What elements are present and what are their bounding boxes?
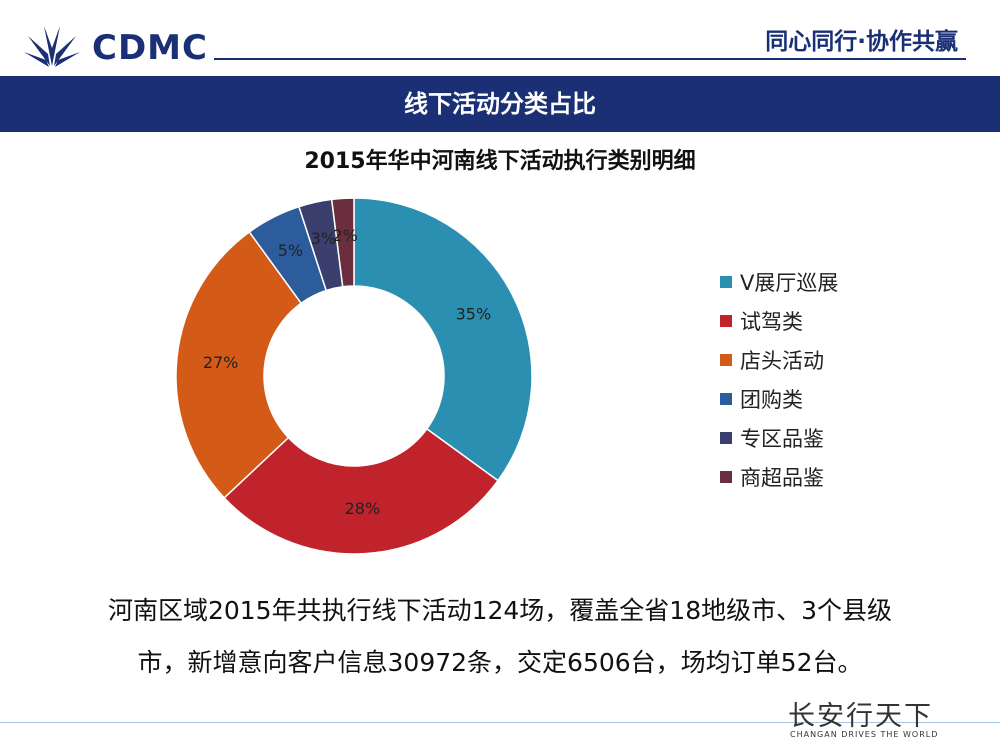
legend-label: 商超品鉴 <box>740 465 824 490</box>
section-banner: 线下活动分类占比 <box>0 76 1000 132</box>
lotus-logo-icon <box>24 26 80 67</box>
footer-divider <box>0 722 1000 723</box>
header-divider <box>214 58 966 60</box>
legend-label: 店头活动 <box>740 348 824 373</box>
legend-swatch <box>720 431 732 444</box>
donut-label-2: 27% <box>203 353 239 372</box>
legend-label: 试驾类 <box>740 309 803 334</box>
legend-label: V展厅巡展 <box>740 270 839 295</box>
donut-slice-0 <box>353 197 533 482</box>
legend-item-5: 商超品鉴 <box>720 457 838 496</box>
donut-slice-2 <box>175 230 303 499</box>
slogan: 同心同行·协作共赢 <box>765 29 958 55</box>
legend-item-3: 团购类 <box>720 379 838 418</box>
logo-text: CDMC <box>92 28 208 68</box>
chart-title: 2015年华中河南线下活动执行类别明细 <box>304 149 696 174</box>
donut-label-3: 5% <box>278 241 303 260</box>
legend-swatch <box>720 470 732 483</box>
legend-item-2: 店头活动 <box>720 340 838 379</box>
summary-text: 河南区域2015年共执行线下活动124场，覆盖全省18地级市、3个县级 市，新增… <box>40 585 960 689</box>
chart-legend: V展厅巡展试驾类店头活动团购类专区品鉴商超品鉴 <box>720 262 838 496</box>
brand-slogan: 长安行天下 <box>788 701 933 732</box>
changan-brand-logo: 长安行天下 CHANGAN DRIVES THE WORLD <box>788 692 948 748</box>
brand-slogan-english: CHANGAN DRIVES THE WORLD <box>790 730 939 739</box>
legend-swatch <box>720 275 732 288</box>
donut-label-5: 2% <box>333 226 358 245</box>
summary-line-2: 市，新增意向客户信息30972条，交定6506台，场均订单52台。 <box>137 648 863 677</box>
legend-swatch <box>720 392 732 405</box>
donut-label-0: 35% <box>456 305 492 324</box>
donut-label-1: 28% <box>345 499 381 518</box>
legend-label: 专区品鉴 <box>740 426 824 451</box>
legend-item-4: 专区品鉴 <box>720 418 838 457</box>
cdmc-logo: CDMC <box>22 18 212 70</box>
legend-swatch <box>720 353 732 366</box>
donut-slice-5 <box>330 197 355 288</box>
legend-swatch <box>720 314 732 327</box>
donut-slice-1 <box>223 427 500 555</box>
legend-label: 团购类 <box>740 387 803 412</box>
summary-line-1: 河南区域2015年共执行线下活动124场，覆盖全省18地级市、3个县级 <box>107 596 893 625</box>
donut-label-4: 3% <box>311 229 336 248</box>
legend-item-0: V展厅巡展 <box>720 262 838 301</box>
legend-item-1: 试驾类 <box>720 301 838 340</box>
